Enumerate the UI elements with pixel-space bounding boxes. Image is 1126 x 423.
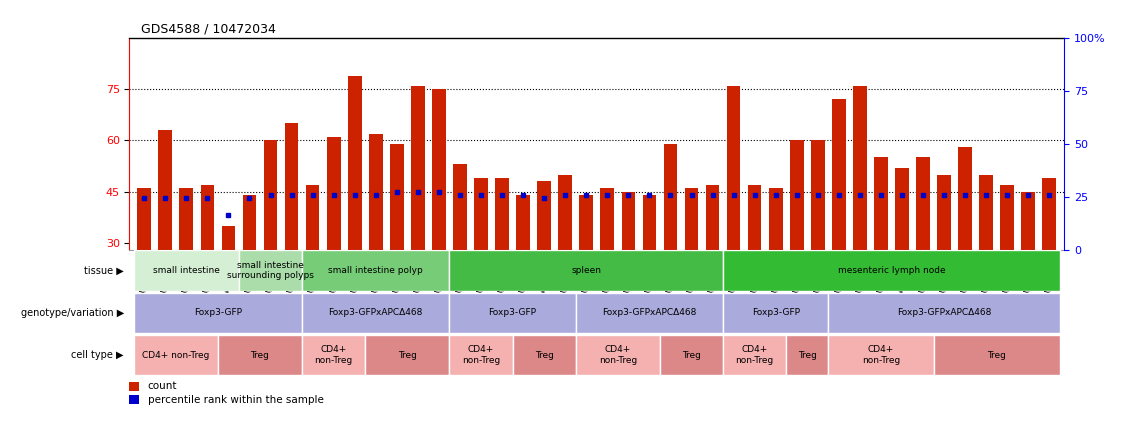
Bar	[786, 335, 829, 375]
Bar	[726, 86, 741, 345]
Bar	[723, 293, 829, 333]
Bar	[937, 175, 951, 345]
Text: mesenteric lymph node: mesenteric lymph node	[838, 266, 946, 275]
Bar	[129, 395, 140, 404]
Bar	[1043, 178, 1056, 345]
Text: Foxp3-GFPxAPCΔ468: Foxp3-GFPxAPCΔ468	[897, 308, 991, 317]
Text: spleen: spleen	[571, 266, 601, 275]
Bar	[222, 226, 235, 345]
Bar	[302, 335, 365, 375]
Bar	[453, 164, 467, 345]
Bar	[723, 250, 1060, 291]
Text: CD4+ non-Treg: CD4+ non-Treg	[142, 351, 209, 360]
Text: cell type ▶: cell type ▶	[71, 350, 124, 360]
Bar	[285, 124, 298, 345]
Bar	[134, 335, 218, 375]
Bar	[302, 293, 449, 333]
Bar	[218, 335, 302, 375]
Bar	[449, 250, 723, 291]
Bar	[263, 140, 277, 345]
Bar	[811, 140, 824, 345]
Text: tissue ▶: tissue ▶	[84, 266, 124, 275]
Text: genotype/variation ▶: genotype/variation ▶	[20, 308, 124, 318]
Bar	[348, 76, 361, 345]
Text: GDS4588 / 10472034: GDS4588 / 10472034	[141, 23, 276, 36]
Bar	[917, 157, 930, 345]
Text: Foxp3-GFP: Foxp3-GFP	[752, 308, 799, 317]
Text: Treg: Treg	[682, 351, 701, 360]
Bar	[980, 175, 993, 345]
Bar	[660, 335, 723, 375]
Bar	[575, 293, 723, 333]
Bar	[390, 144, 403, 345]
Bar	[1000, 185, 1015, 345]
Bar	[516, 195, 530, 345]
Bar	[643, 195, 656, 345]
Text: small intestine: small intestine	[153, 266, 220, 275]
Bar	[129, 382, 140, 391]
Bar	[449, 293, 575, 333]
Text: Treg: Treg	[397, 351, 417, 360]
Text: Treg: Treg	[798, 351, 816, 360]
Text: count: count	[148, 381, 177, 391]
Bar	[512, 335, 575, 375]
Text: Treg: Treg	[535, 351, 554, 360]
Bar	[874, 157, 887, 345]
Bar	[769, 188, 783, 345]
Bar	[369, 134, 383, 345]
Bar	[663, 144, 678, 345]
Bar	[137, 188, 151, 345]
Bar	[854, 86, 867, 345]
Bar	[134, 293, 302, 333]
Text: small intestine polyp: small intestine polyp	[329, 266, 423, 275]
Text: CD4+
non-Treg: CD4+ non-Treg	[599, 346, 637, 365]
Text: Foxp3-GFPxAPCΔ468: Foxp3-GFPxAPCΔ468	[602, 308, 697, 317]
Bar	[832, 99, 846, 345]
Bar	[790, 140, 804, 345]
Bar	[537, 181, 551, 345]
Bar	[575, 335, 660, 375]
Bar	[1021, 192, 1035, 345]
Text: Foxp3-GFPxAPCΔ468: Foxp3-GFPxAPCΔ468	[329, 308, 423, 317]
Bar	[622, 192, 635, 345]
Bar	[495, 178, 509, 345]
Text: Foxp3-GFP: Foxp3-GFP	[489, 308, 537, 317]
Bar	[449, 335, 512, 375]
Bar	[580, 195, 593, 345]
Text: CD4+
non-Treg: CD4+ non-Treg	[735, 346, 774, 365]
Bar	[895, 168, 909, 345]
Text: CD4+
non-Treg: CD4+ non-Treg	[861, 346, 900, 365]
Bar	[306, 185, 320, 345]
Bar	[706, 185, 720, 345]
Bar	[134, 250, 239, 291]
Text: percentile rank within the sample: percentile rank within the sample	[148, 395, 323, 404]
Text: CD4+
non-Treg: CD4+ non-Treg	[314, 346, 352, 365]
Text: small intestine
surrounding polyps: small intestine surrounding polyps	[227, 261, 314, 280]
Bar	[179, 188, 194, 345]
Bar	[432, 89, 446, 345]
Text: Treg: Treg	[251, 351, 269, 360]
Bar	[327, 137, 340, 345]
Bar	[748, 185, 761, 345]
Bar	[723, 335, 786, 375]
Bar	[159, 130, 172, 345]
Bar	[558, 175, 572, 345]
Bar	[829, 293, 1060, 333]
Bar	[411, 86, 425, 345]
Bar	[365, 335, 449, 375]
Text: Treg: Treg	[988, 351, 1007, 360]
Bar	[239, 250, 302, 291]
Bar	[958, 147, 972, 345]
Text: CD4+
non-Treg: CD4+ non-Treg	[462, 346, 500, 365]
Bar	[200, 185, 214, 345]
Bar	[600, 188, 614, 345]
Bar	[829, 335, 933, 375]
Text: Foxp3-GFP: Foxp3-GFP	[194, 308, 242, 317]
Bar	[685, 188, 698, 345]
Bar	[302, 250, 449, 291]
Bar	[933, 335, 1060, 375]
Bar	[474, 178, 488, 345]
Bar	[242, 195, 257, 345]
